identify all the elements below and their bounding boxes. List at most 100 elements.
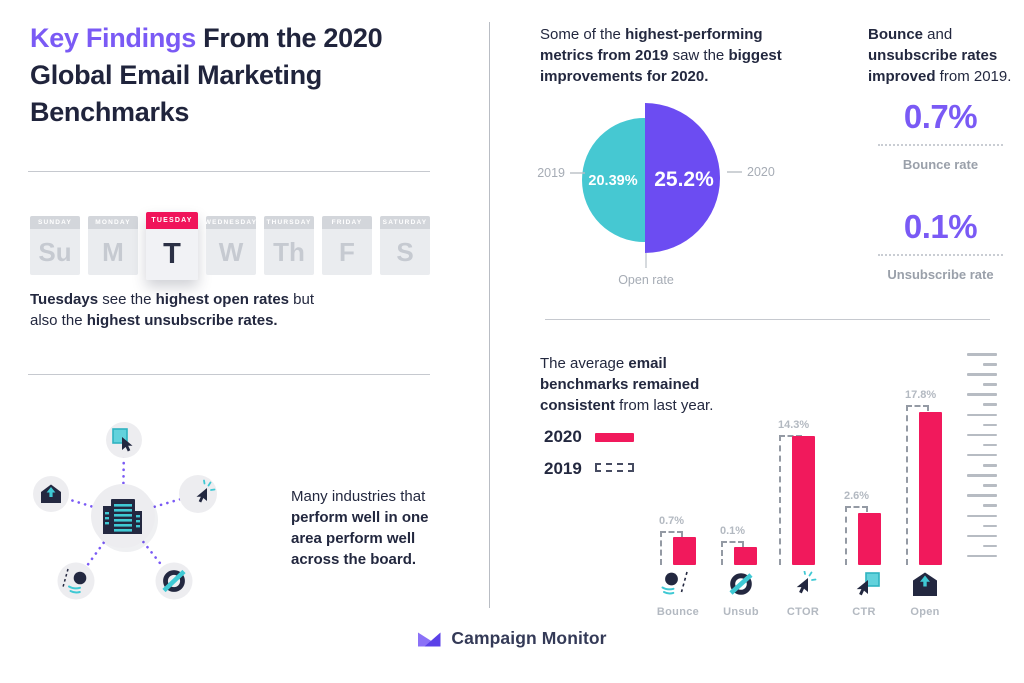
ruler-tick (967, 413, 997, 417)
bar-value-unsub: 0.1% (720, 525, 746, 537)
industries-finding-text: Many industries that perform well in one… (291, 488, 429, 568)
tuesday-finding-text: Tuesdays see the highest open rates but … (30, 291, 315, 329)
ctr-icon (112, 428, 133, 452)
bounce-rate-label: Bounce rate (902, 157, 979, 172)
page-title-rest: From the 2020 Global Email Marketing Ben… (30, 23, 383, 127)
calendar-day-header: THURSDAY (264, 216, 314, 229)
calendar-day-header: WEDNESDAY (206, 216, 256, 229)
calendar-day-header: TUESDAY (146, 212, 198, 229)
open-icon (41, 484, 61, 503)
calendar-day-abbr: T (146, 229, 198, 280)
calendar-day-abbr: W (206, 229, 256, 275)
dotted-divider (878, 144, 1003, 146)
calendar-day-header: MONDAY (88, 216, 138, 229)
bounce-icon (661, 571, 688, 595)
bounce-icon (62, 568, 87, 594)
open-rate-2020-half-disc (645, 103, 720, 253)
bar-value-ctr: 2.6% (844, 490, 870, 502)
ruler-decoration (967, 353, 997, 565)
ruler-tick (967, 373, 997, 376)
bar-2020-ctor (792, 436, 815, 565)
unsubscribe-rate-label: Unsubscribe rate (887, 267, 994, 282)
calendar-day-thursday: THURSDAY Th (264, 216, 314, 275)
improved-rates-heading: Bounce and unsubscribe rates improved fr… (868, 26, 1012, 85)
legend-2019-swatch (595, 463, 634, 472)
benchmarks-bar-chart: 0.7% Bounce 0.1% Unsub 14.3% CTOR 2.6% CTR 17.8%… (630, 389, 970, 622)
calendar-day-wednesday: WEDNESDAY W (206, 216, 256, 275)
open-rate-comparison-chart: 2019 2020 20.39% 25.2% Open rate (537, 103, 775, 287)
bar-category-ctor: CTOR (786, 606, 820, 618)
calendar-day-abbr: S (380, 229, 430, 275)
ruler-tick (983, 383, 997, 386)
bar-category-ctr: CTR (852, 606, 876, 618)
ruler-tick (967, 534, 997, 538)
ctor-icon (196, 479, 216, 503)
open-rate-2020-value: 25.2% (654, 168, 714, 191)
bounce-rate-value: 0.7% (903, 98, 978, 135)
divider (28, 374, 430, 375)
calendar-day-tuesday: TUESDAY T (146, 212, 198, 280)
open-rate-finding-text: Some of the highest-performing metrics f… (540, 26, 782, 85)
calendar-day-header: FRIDAY (322, 216, 372, 229)
calendar-day-sunday: SUNDAY Su (30, 216, 80, 275)
bar-category-unsub: Unsub (723, 606, 759, 618)
calendar-day-header: SATURDAY (380, 216, 430, 229)
ruler-tick (983, 423, 997, 427)
bar-2020-unsub (734, 547, 757, 565)
calendar-day-saturday: SATURDAY S (380, 216, 430, 275)
ruler-tick (983, 484, 997, 487)
footer: Campaign Monitor (0, 628, 1024, 649)
ruler-tick (967, 453, 997, 457)
open-rate-2019-value: 20.39% (588, 173, 637, 189)
bar-2020-ctr (858, 513, 881, 565)
bar-value-ctor: 14.3% (778, 419, 810, 431)
industries-network-diagram (33, 422, 217, 600)
ruler-tick (983, 403, 997, 406)
campaign-monitor-logo-text: Campaign Monitor (451, 628, 607, 648)
ruler-tick (967, 393, 997, 396)
ruler-tick (967, 474, 997, 477)
year-2019-label: 2019 (537, 166, 565, 180)
ruler-tick (967, 494, 997, 497)
year-2020-label: 2020 (747, 165, 775, 179)
ruler-tick (983, 524, 997, 528)
industry-building-icon (103, 499, 142, 534)
ruler-tick (983, 443, 997, 447)
calendar-day-monday: MONDAY M (88, 216, 138, 275)
calendar-week-row: SUNDAY Su MONDAY M TUESDAY T WEDNESDAY W THURSDA… (30, 212, 430, 280)
ctor-icon (796, 571, 817, 594)
ruler-tick (983, 504, 997, 507)
unsubscribe-rate-stat: 0.1% Unsubscribe rate (878, 208, 1003, 282)
bar-value-open: 17.8% (905, 389, 937, 401)
page-title-highlight: Key Findings (30, 23, 196, 53)
ruler-tick (967, 554, 997, 558)
ctr-icon (856, 572, 880, 596)
unsub-icon (729, 573, 753, 595)
benchmarks-heading: The average email benchmarks remained co… (540, 355, 714, 414)
bar-2020-open (919, 412, 942, 565)
calendar-day-abbr: Su (30, 229, 80, 275)
calendar-day-abbr: M (88, 229, 138, 275)
unsubscribe-rate-value: 0.1% (903, 208, 978, 245)
bar-value-bounce: 0.7% (659, 515, 685, 527)
open-rate-metric-label: Open rate (618, 273, 674, 287)
bar-category-open: Open (910, 606, 940, 618)
legend-2020-label: 2020 (544, 427, 582, 446)
calendar-day-friday: FRIDAY F (322, 216, 372, 275)
legend-2019-label: 2019 (544, 459, 582, 478)
ruler-tick (967, 514, 997, 517)
divider (28, 171, 430, 172)
tuesday-note-bold: Tuesdays (30, 291, 99, 308)
ruler-tick (983, 464, 997, 467)
bar-category-bounce: Bounce (656, 606, 700, 618)
divider (545, 319, 990, 320)
calendar-day-abbr: Th (264, 229, 314, 275)
ruler-tick (983, 544, 997, 548)
open-icon (913, 572, 937, 596)
calendar-day-abbr: F (322, 229, 372, 275)
bar-2020-bounce (673, 537, 696, 565)
page-title: Key Findings From the 2020 Global Email … (30, 20, 454, 131)
unsub-icon (162, 569, 186, 593)
legend-2020-swatch (595, 433, 634, 442)
bounce-rate-stat: 0.7% Bounce rate (878, 98, 1003, 172)
